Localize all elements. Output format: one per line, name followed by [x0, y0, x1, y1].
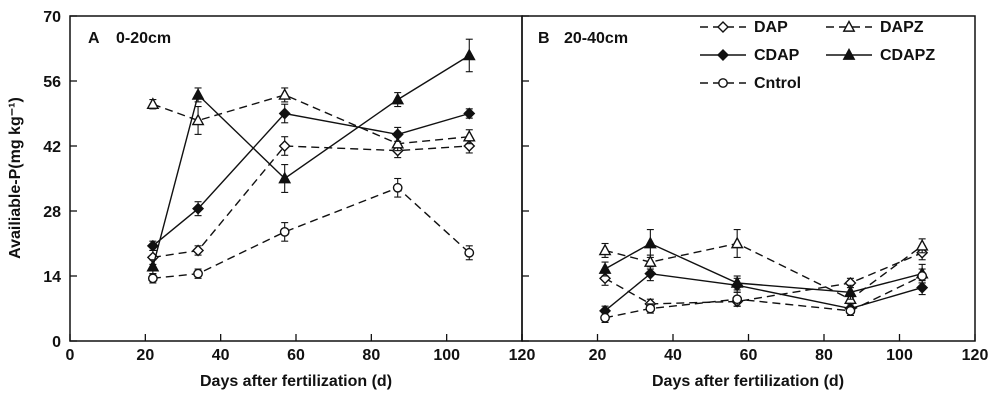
x-tick-label: 60 — [740, 347, 758, 364]
y-tick-label: 28 — [43, 204, 61, 221]
marker-triangle — [915, 238, 929, 251]
legend-label: CDAP — [754, 47, 800, 64]
panel-a-depth-label: 0-20cm — [116, 30, 171, 47]
marker-triangle — [598, 262, 612, 274]
marker-triangle — [842, 20, 856, 32]
y-tick-label: 42 — [43, 139, 61, 156]
marker-diamond — [391, 128, 404, 141]
x-tick-label: 120 — [962, 347, 989, 364]
x-axis-label-panel-a: Days after fertilization (d) — [200, 373, 392, 390]
marker-triangle — [462, 129, 476, 142]
x-tick-label: 80 — [362, 347, 380, 364]
panel-b-letter: B — [538, 30, 550, 47]
marker-triangle — [730, 275, 744, 288]
x-tick-label: 100 — [433, 347, 460, 364]
marker-triangle — [842, 48, 856, 60]
series-DAPZ — [146, 87, 476, 152]
marker-triangle — [146, 97, 160, 110]
marker-diamond — [278, 140, 291, 152]
y-tick-label: 0 — [52, 334, 61, 351]
legend-item-DAP: DAP — [700, 19, 788, 36]
x-axis-label-panel-b: Days after fertilization (d) — [652, 373, 844, 390]
series-line — [152, 94, 470, 145]
marker-circle — [392, 182, 403, 193]
marker-circle — [600, 312, 610, 323]
y-tick-label: 14 — [43, 269, 61, 286]
marker-diamond — [192, 244, 205, 257]
marker-triangle — [391, 92, 405, 105]
marker-circle — [147, 273, 158, 284]
marker-diamond — [146, 239, 159, 252]
marker-triangle — [598, 243, 612, 256]
marker-triangle — [146, 259, 160, 272]
series-Cntrol — [147, 177, 475, 284]
marker-diamond — [717, 21, 729, 33]
y-tick-label: 70 — [43, 9, 61, 26]
x-tick-label: 40 — [212, 347, 230, 364]
legend-item-DAPZ: DAPZ — [826, 19, 924, 36]
panel-a-letter: A — [88, 30, 100, 47]
x-tick-label: 20 — [589, 347, 607, 364]
legend: DAP DAPZ CDAP CDAPZ Cntrol — [700, 19, 935, 92]
legend-item-CDAP: CDAP — [700, 47, 800, 64]
marker-triangle — [191, 87, 205, 100]
panels: 0 20 40 60 80 100 120 0 14 28 42 56 70 20 40 60 80 100 120 — [43, 9, 988, 364]
marker-triangle — [278, 87, 292, 100]
x-tick-label: 0 — [66, 347, 75, 364]
marker-triangle — [191, 113, 205, 126]
x-tick-label: 60 — [287, 347, 305, 364]
series-CDAP — [146, 103, 476, 252]
marker-diamond — [599, 272, 612, 285]
legend-label: CDAPZ — [880, 47, 935, 64]
series-line — [152, 54, 470, 267]
marker-diamond — [916, 281, 929, 294]
x-tick-label: 40 — [664, 347, 682, 364]
x-tick-label: 20 — [136, 347, 154, 364]
marker-triangle — [730, 236, 744, 249]
marker-circle — [193, 268, 203, 279]
marker-triangle — [844, 285, 857, 298]
legend-item-Cntrol: Cntrol — [700, 75, 801, 92]
panel-A: 0 20 40 60 80 100 120 0 14 28 42 56 70 — [43, 9, 535, 364]
y-tick-label: 56 — [43, 74, 61, 91]
x-tick-label: 120 — [509, 347, 536, 364]
legend-label: DAP — [754, 19, 788, 36]
x-tick-label: 80 — [815, 347, 833, 364]
marker-circle — [718, 78, 728, 88]
series-line — [604, 242, 923, 294]
marker-diamond — [644, 267, 657, 280]
marker-triangle — [391, 136, 405, 149]
series-line — [152, 112, 470, 247]
legend-label: DAPZ — [880, 19, 924, 36]
marker-diamond — [278, 107, 291, 120]
marker-circle — [732, 294, 743, 305]
series-DAP — [146, 136, 476, 265]
marker-diamond — [463, 107, 476, 120]
x-tick-label: 100 — [886, 347, 913, 364]
marker-triangle — [278, 171, 292, 184]
marker-circle — [279, 226, 290, 237]
legend-label: Cntrol — [754, 75, 801, 92]
legend-item-CDAPZ: CDAPZ — [826, 47, 935, 64]
series-CDAPZ — [146, 38, 476, 275]
panel-b-depth-label: 20-40cm — [564, 30, 628, 47]
marker-diamond — [717, 49, 729, 61]
marker-circle — [845, 305, 856, 316]
series-line — [152, 145, 470, 259]
marker-diamond — [192, 202, 205, 215]
series-Cntrol — [600, 268, 928, 323]
panel-B: 20 40 60 80 100 120 — [521, 15, 989, 364]
marker-circle — [917, 271, 928, 281]
marker-triangle — [462, 48, 476, 61]
marker-circle — [464, 247, 475, 258]
marker-circle — [645, 303, 656, 314]
series-line — [604, 252, 923, 305]
marker-triangle — [643, 236, 657, 249]
series-line — [152, 186, 470, 279]
y-axis-label: Availiable-P(mg kg⁻¹) — [7, 97, 24, 259]
